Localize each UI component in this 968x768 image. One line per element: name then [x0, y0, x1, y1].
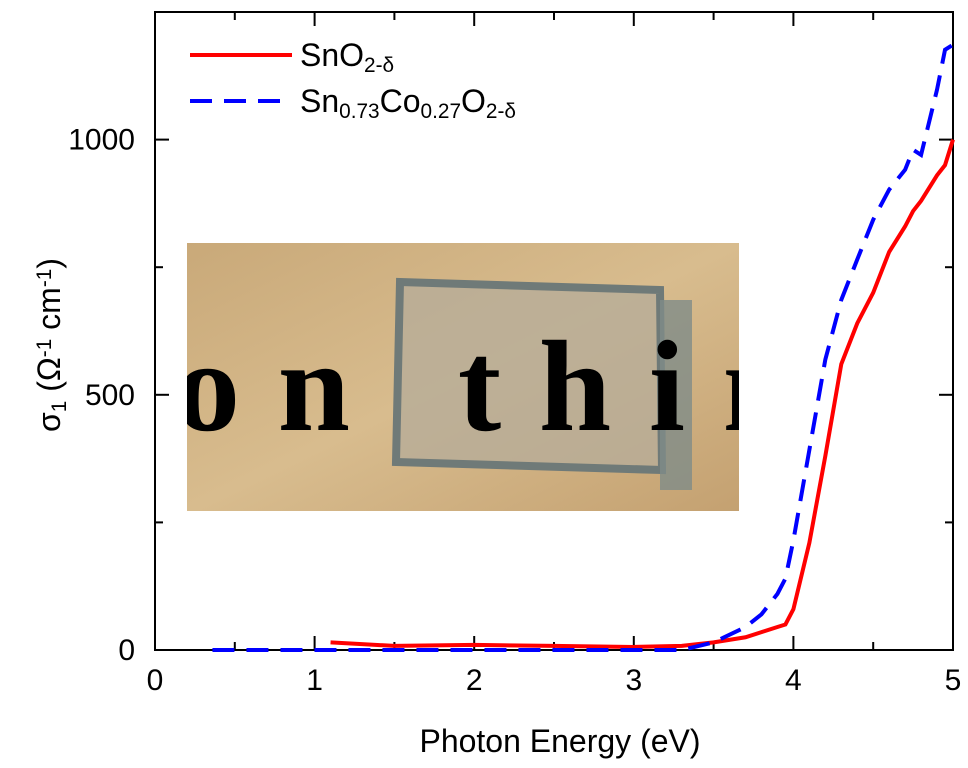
- text-part: cm: [31, 287, 67, 339]
- text-part: O: [461, 83, 486, 119]
- x-tick-label: 1: [306, 664, 323, 697]
- text-part: 0.27: [421, 100, 461, 123]
- inset-photo: on thin: [187, 243, 739, 511]
- text-part: -1: [33, 269, 56, 288]
- y-tick-label: 0: [118, 634, 135, 667]
- x-tick-label: 4: [785, 664, 802, 697]
- text-part: (Ω: [31, 357, 67, 400]
- text-part: ): [31, 258, 67, 269]
- text-part: σ: [31, 412, 67, 432]
- x-tick-label: 0: [147, 664, 164, 697]
- x-axis-label: Photon Energy (eV): [419, 723, 700, 759]
- legend-label: SnO2-δ: [300, 37, 394, 77]
- text-part: 2-δ: [364, 54, 394, 77]
- text-part: -1: [33, 339, 56, 358]
- y-tick-label: 1000: [68, 124, 135, 157]
- text-part: 1: [48, 401, 71, 413]
- x-tick-label: 2: [466, 664, 483, 697]
- text-part: Sn: [300, 83, 339, 119]
- x-tick-label: 3: [625, 664, 642, 697]
- data-line: [212, 42, 955, 652]
- y-tick-label: 500: [85, 379, 135, 412]
- y-axis-label: σ1 (Ω-1 cm-1): [31, 258, 71, 432]
- data-line: [330, 139, 955, 649]
- text-part: 2-δ: [486, 100, 516, 123]
- text-part: Co: [380, 83, 421, 119]
- x-tick-label: 5: [945, 664, 962, 697]
- text-part: 0.73: [339, 100, 379, 123]
- legend-label: Sn0.73Co0.27O2-δ: [300, 83, 516, 123]
- text-part: SnO: [300, 37, 364, 73]
